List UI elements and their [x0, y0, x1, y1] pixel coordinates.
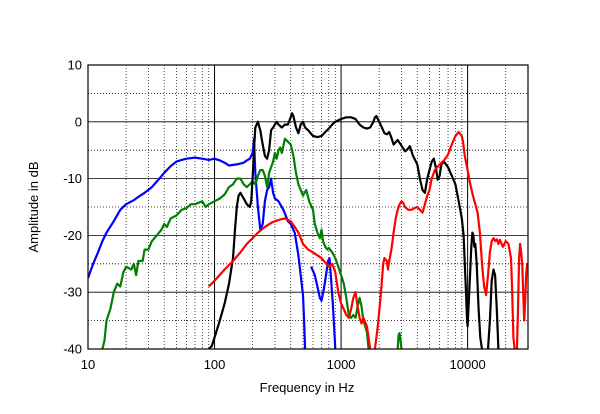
- x-tick-label: 10: [81, 357, 95, 372]
- x-tick-labels: 10 100 1000 10000: [81, 357, 486, 372]
- y-tick-label: 10: [68, 58, 82, 73]
- grid: [88, 65, 528, 349]
- x-tick-label: 10000: [450, 357, 486, 372]
- series-lines: [88, 112, 528, 349]
- x-tick-label: 1000: [327, 357, 356, 372]
- series-line: [396, 332, 403, 349]
- y-tick-label: -10: [63, 171, 82, 186]
- series-line: [515, 242, 528, 349]
- y-tick-label: -30: [63, 285, 82, 300]
- series-line: [208, 112, 484, 349]
- series-line: [208, 217, 372, 349]
- x-axis-label: Frequency in Hz: [260, 380, 355, 395]
- plot-frame: [87, 64, 529, 350]
- y-tick-label: 0: [75, 114, 82, 129]
- y-axis-label: Amplitude in dB: [26, 161, 41, 252]
- y-tick-label: -20: [63, 228, 82, 243]
- series-line: [101, 137, 370, 349]
- series-line: [373, 130, 516, 349]
- y-tick-labels: 10 0 -10 -20 -30 -40: [63, 58, 82, 357]
- series-line: [310, 257, 337, 349]
- series-line: [88, 137, 307, 349]
- y-tick-label: -40: [63, 342, 82, 357]
- x-tick-label: 100: [204, 357, 226, 372]
- series-line: [486, 268, 500, 349]
